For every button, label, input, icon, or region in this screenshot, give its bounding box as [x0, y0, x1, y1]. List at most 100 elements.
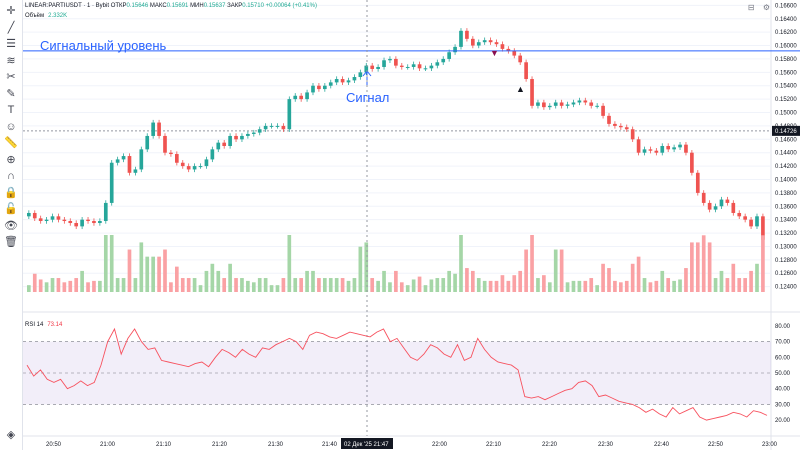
candle — [228, 135, 232, 146]
line-tool-icon[interactable]: ╱ — [7, 21, 15, 34]
brush-icon[interactable]: ✎ — [6, 87, 16, 100]
candle — [80, 219, 84, 227]
candle — [382, 60, 386, 67]
volume-bar — [299, 278, 303, 292]
volume-bar — [388, 282, 392, 292]
ruler-icon[interactable]: 📏 — [4, 137, 18, 149]
settings-icon[interactable]: ⚙ — [762, 3, 770, 12]
time-tick-label: 21:30 — [268, 442, 284, 448]
candle — [482, 40, 487, 43]
candle — [500, 44, 505, 49]
candle — [299, 95, 303, 100]
open-value: 0.15646 — [126, 3, 149, 9]
volume-bar — [216, 270, 221, 292]
candle — [257, 129, 262, 133]
volume-bar — [92, 280, 96, 292]
volume-bar — [553, 249, 558, 292]
rsi-tick-label: 80.00 — [775, 324, 791, 330]
price-tick-label: 0.15600 — [775, 70, 797, 76]
candle — [707, 202, 712, 210]
rsi-tick-label: 50.00 — [775, 371, 791, 377]
volume-bar — [761, 235, 765, 292]
candle — [453, 46, 457, 53]
chart-svg[interactable]: 0.16600 0.16400 0.16200 0.16000 0.15800 0.156… — [23, 0, 800, 450]
price-tick-label: 0.15800 — [775, 57, 797, 63]
volume-bar — [624, 280, 629, 292]
time-tick-label: 22:10 — [486, 442, 502, 448]
volume-bar — [755, 263, 759, 292]
candle — [115, 159, 120, 163]
candle — [352, 77, 357, 81]
rsi-legend[interactable]: RSI 14 73.14 — [25, 322, 62, 328]
volume-bar — [583, 280, 588, 292]
volume-bar — [601, 263, 605, 292]
candle — [571, 102, 576, 105]
time-tick-label: 21:20 — [212, 442, 228, 448]
volume-bar — [672, 280, 676, 292]
candle — [62, 219, 67, 222]
zoom-icon[interactable]: ⊕ — [6, 153, 16, 166]
volume-bar — [494, 280, 499, 292]
candle — [305, 92, 309, 100]
candle — [240, 135, 244, 140]
price-tick-label: 0.13400 — [775, 218, 797, 224]
volume-bar — [346, 280, 351, 292]
candle — [624, 127, 629, 130]
candle — [536, 102, 540, 106]
volume-bar — [707, 242, 712, 292]
magnet-icon[interactable]: ∩ — [7, 170, 15, 182]
volume-bar — [571, 280, 576, 292]
time-tick-label: 22:40 — [654, 442, 670, 448]
candle — [56, 216, 61, 220]
volume-bar — [743, 278, 747, 292]
volume-bar — [376, 280, 380, 292]
candle — [92, 221, 96, 224]
lock-drawings-icon[interactable]: 🔒 — [4, 186, 18, 199]
volume-bar — [38, 279, 43, 292]
volume-bar — [157, 256, 161, 292]
volume-bar — [382, 270, 386, 292]
volume-bar — [577, 280, 582, 292]
candle — [222, 142, 227, 146]
candle — [127, 156, 132, 173]
candle — [476, 42, 481, 46]
candle — [429, 65, 434, 69]
chart-area[interactable]: 0.16600 0.16400 0.16200 0.16000 0.15800 0.156… — [23, 0, 800, 450]
candle — [334, 79, 339, 83]
symbol-title[interactable]: LINEAR:PARTIUSDT · 1 · Bybit — [25, 3, 110, 9]
volume-bar — [151, 256, 155, 292]
candle — [109, 162, 114, 203]
volume-bar — [293, 278, 298, 292]
text-icon[interactable]: T — [7, 104, 15, 116]
volume-bar — [559, 249, 564, 292]
volume-bar — [32, 273, 37, 292]
layers-icon[interactable]: ◈ — [6, 429, 16, 441]
volume-bar — [251, 282, 256, 292]
price-tick-label: 0.14400 — [775, 151, 797, 157]
volume-bar — [536, 278, 540, 292]
volume-bar — [678, 279, 682, 292]
volume-bar — [547, 282, 552, 292]
candle — [370, 65, 375, 69]
candle — [725, 199, 730, 203]
volume-value: 2.332K — [48, 13, 68, 19]
candle — [565, 104, 570, 106]
lock-icon[interactable]: 🔓 — [4, 203, 18, 215]
fib-icon[interactable]: ≋ — [6, 54, 16, 67]
horizontal-lines-icon[interactable]: ☰ — [6, 38, 16, 50]
crosshair-icon[interactable]: ✛ — [6, 5, 16, 17]
emoji-icon[interactable]: ☺ — [5, 120, 17, 133]
trash-icon[interactable]: 🗑 — [4, 236, 18, 248]
time-tick-label: 23:00 — [762, 442, 778, 448]
pitchfork-icon[interactable]: ✂ — [6, 71, 16, 83]
candle — [719, 199, 724, 207]
symbol-legend[interactable]: LINEAR:PARTIUSDT · 1 · Bybit ОТКР0.15646… — [25, 3, 317, 9]
volume-bar — [488, 280, 493, 292]
maximize-pane-icon[interactable]: ⊟ — [747, 3, 755, 12]
volume-legend[interactable]: Объём 2.332K — [25, 13, 67, 19]
candle — [589, 102, 594, 106]
volume-bar — [370, 278, 375, 292]
volume-bar — [435, 278, 440, 292]
candle — [755, 216, 759, 227]
eye-icon[interactable]: 👁 — [4, 219, 18, 232]
